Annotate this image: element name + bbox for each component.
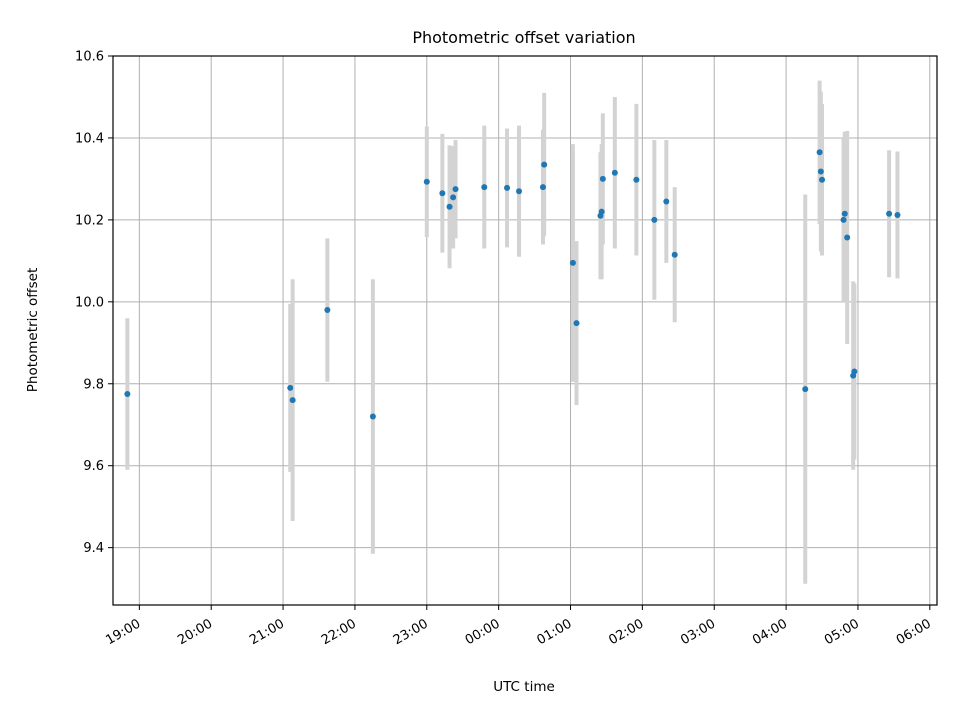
y-tick-label: 9.6 (83, 459, 104, 474)
y-tick-label: 9.8 (83, 377, 104, 392)
data-point (598, 208, 605, 215)
data-point (841, 210, 848, 217)
chart-title: Photometric offset variation (412, 28, 635, 47)
grid-lines (113, 55, 937, 605)
y-tick-label: 9.4 (83, 541, 104, 556)
data-point (452, 186, 459, 193)
data-point (671, 251, 678, 258)
data-point (289, 397, 296, 404)
data-point (886, 210, 893, 217)
y-tick-label: 10.2 (75, 213, 104, 228)
data-point (802, 386, 809, 393)
x-axis-label: UTC time (493, 679, 555, 695)
data-point (819, 176, 826, 183)
data-point (840, 216, 847, 223)
data-point (894, 211, 901, 218)
y-tick-label: 10.6 (75, 50, 104, 65)
data-point (611, 169, 618, 176)
data-point (663, 198, 670, 205)
data-point (369, 413, 376, 420)
y-axis-label: Photometric offset (25, 268, 41, 392)
y-tick-label: 10.0 (75, 295, 104, 310)
data-point (516, 188, 523, 195)
y-tick-label: 10.4 (75, 131, 104, 146)
data-point (573, 320, 580, 327)
data-point (287, 384, 294, 391)
data-point (816, 149, 823, 156)
data-point (817, 168, 824, 175)
data-point (504, 184, 511, 191)
data-point (439, 190, 446, 197)
data-point (851, 368, 858, 375)
data-points (124, 149, 901, 420)
data-point (844, 234, 851, 241)
data-point (324, 307, 331, 314)
y-axis-ticks: 9.4 9.6 9.8 10.0 10.2 10.4 10.6 (75, 50, 113, 556)
data-point (446, 203, 453, 210)
data-point (541, 161, 548, 168)
data-point (651, 216, 658, 223)
data-point (599, 175, 606, 182)
data-point (450, 194, 457, 201)
data-point (569, 259, 576, 266)
data-point (423, 178, 430, 185)
plot-frame (112, 55, 938, 606)
data-point (481, 184, 488, 191)
data-point (539, 184, 546, 191)
data-point (633, 176, 640, 183)
data-point (124, 391, 131, 398)
